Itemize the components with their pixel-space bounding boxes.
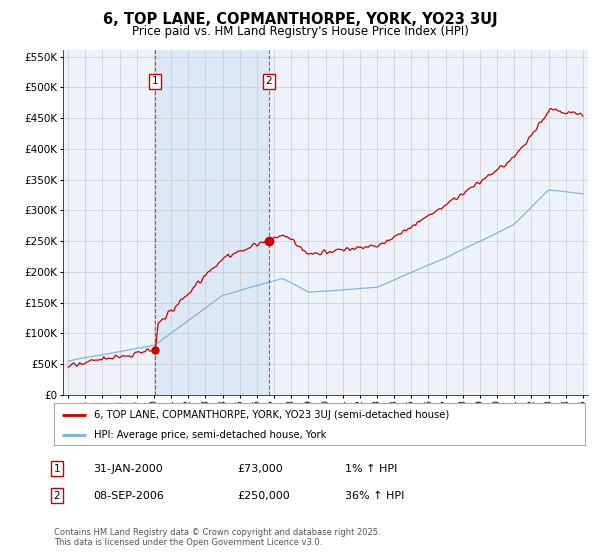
Bar: [155, 50, 269, 395]
Text: 08-SEP-2006: 08-SEP-2006: [93, 491, 164, 501]
Text: 1: 1: [152, 76, 158, 86]
Text: HPI: Average price, semi-detached house, York: HPI: Average price, semi-detached house,…: [94, 430, 326, 440]
Text: Price paid vs. HM Land Registry's House Price Index (HPI): Price paid vs. HM Land Registry's House …: [131, 25, 469, 38]
Text: 6, TOP LANE, COPMANTHORPE, YORK, YO23 3UJ (semi-detached house): 6, TOP LANE, COPMANTHORPE, YORK, YO23 3U…: [94, 410, 449, 420]
Text: 1% ↑ HPI: 1% ↑ HPI: [345, 464, 397, 474]
Text: 2: 2: [53, 491, 61, 501]
Text: 1: 1: [53, 464, 61, 474]
Text: 6, TOP LANE, COPMANTHORPE, YORK, YO23 3UJ: 6, TOP LANE, COPMANTHORPE, YORK, YO23 3U…: [103, 12, 497, 27]
Text: £250,000: £250,000: [237, 491, 290, 501]
Text: 2: 2: [265, 76, 272, 86]
Text: 36% ↑ HPI: 36% ↑ HPI: [345, 491, 404, 501]
Text: 31-JAN-2000: 31-JAN-2000: [93, 464, 163, 474]
Text: Contains HM Land Registry data © Crown copyright and database right 2025.
This d: Contains HM Land Registry data © Crown c…: [54, 528, 380, 547]
Text: £73,000: £73,000: [237, 464, 283, 474]
